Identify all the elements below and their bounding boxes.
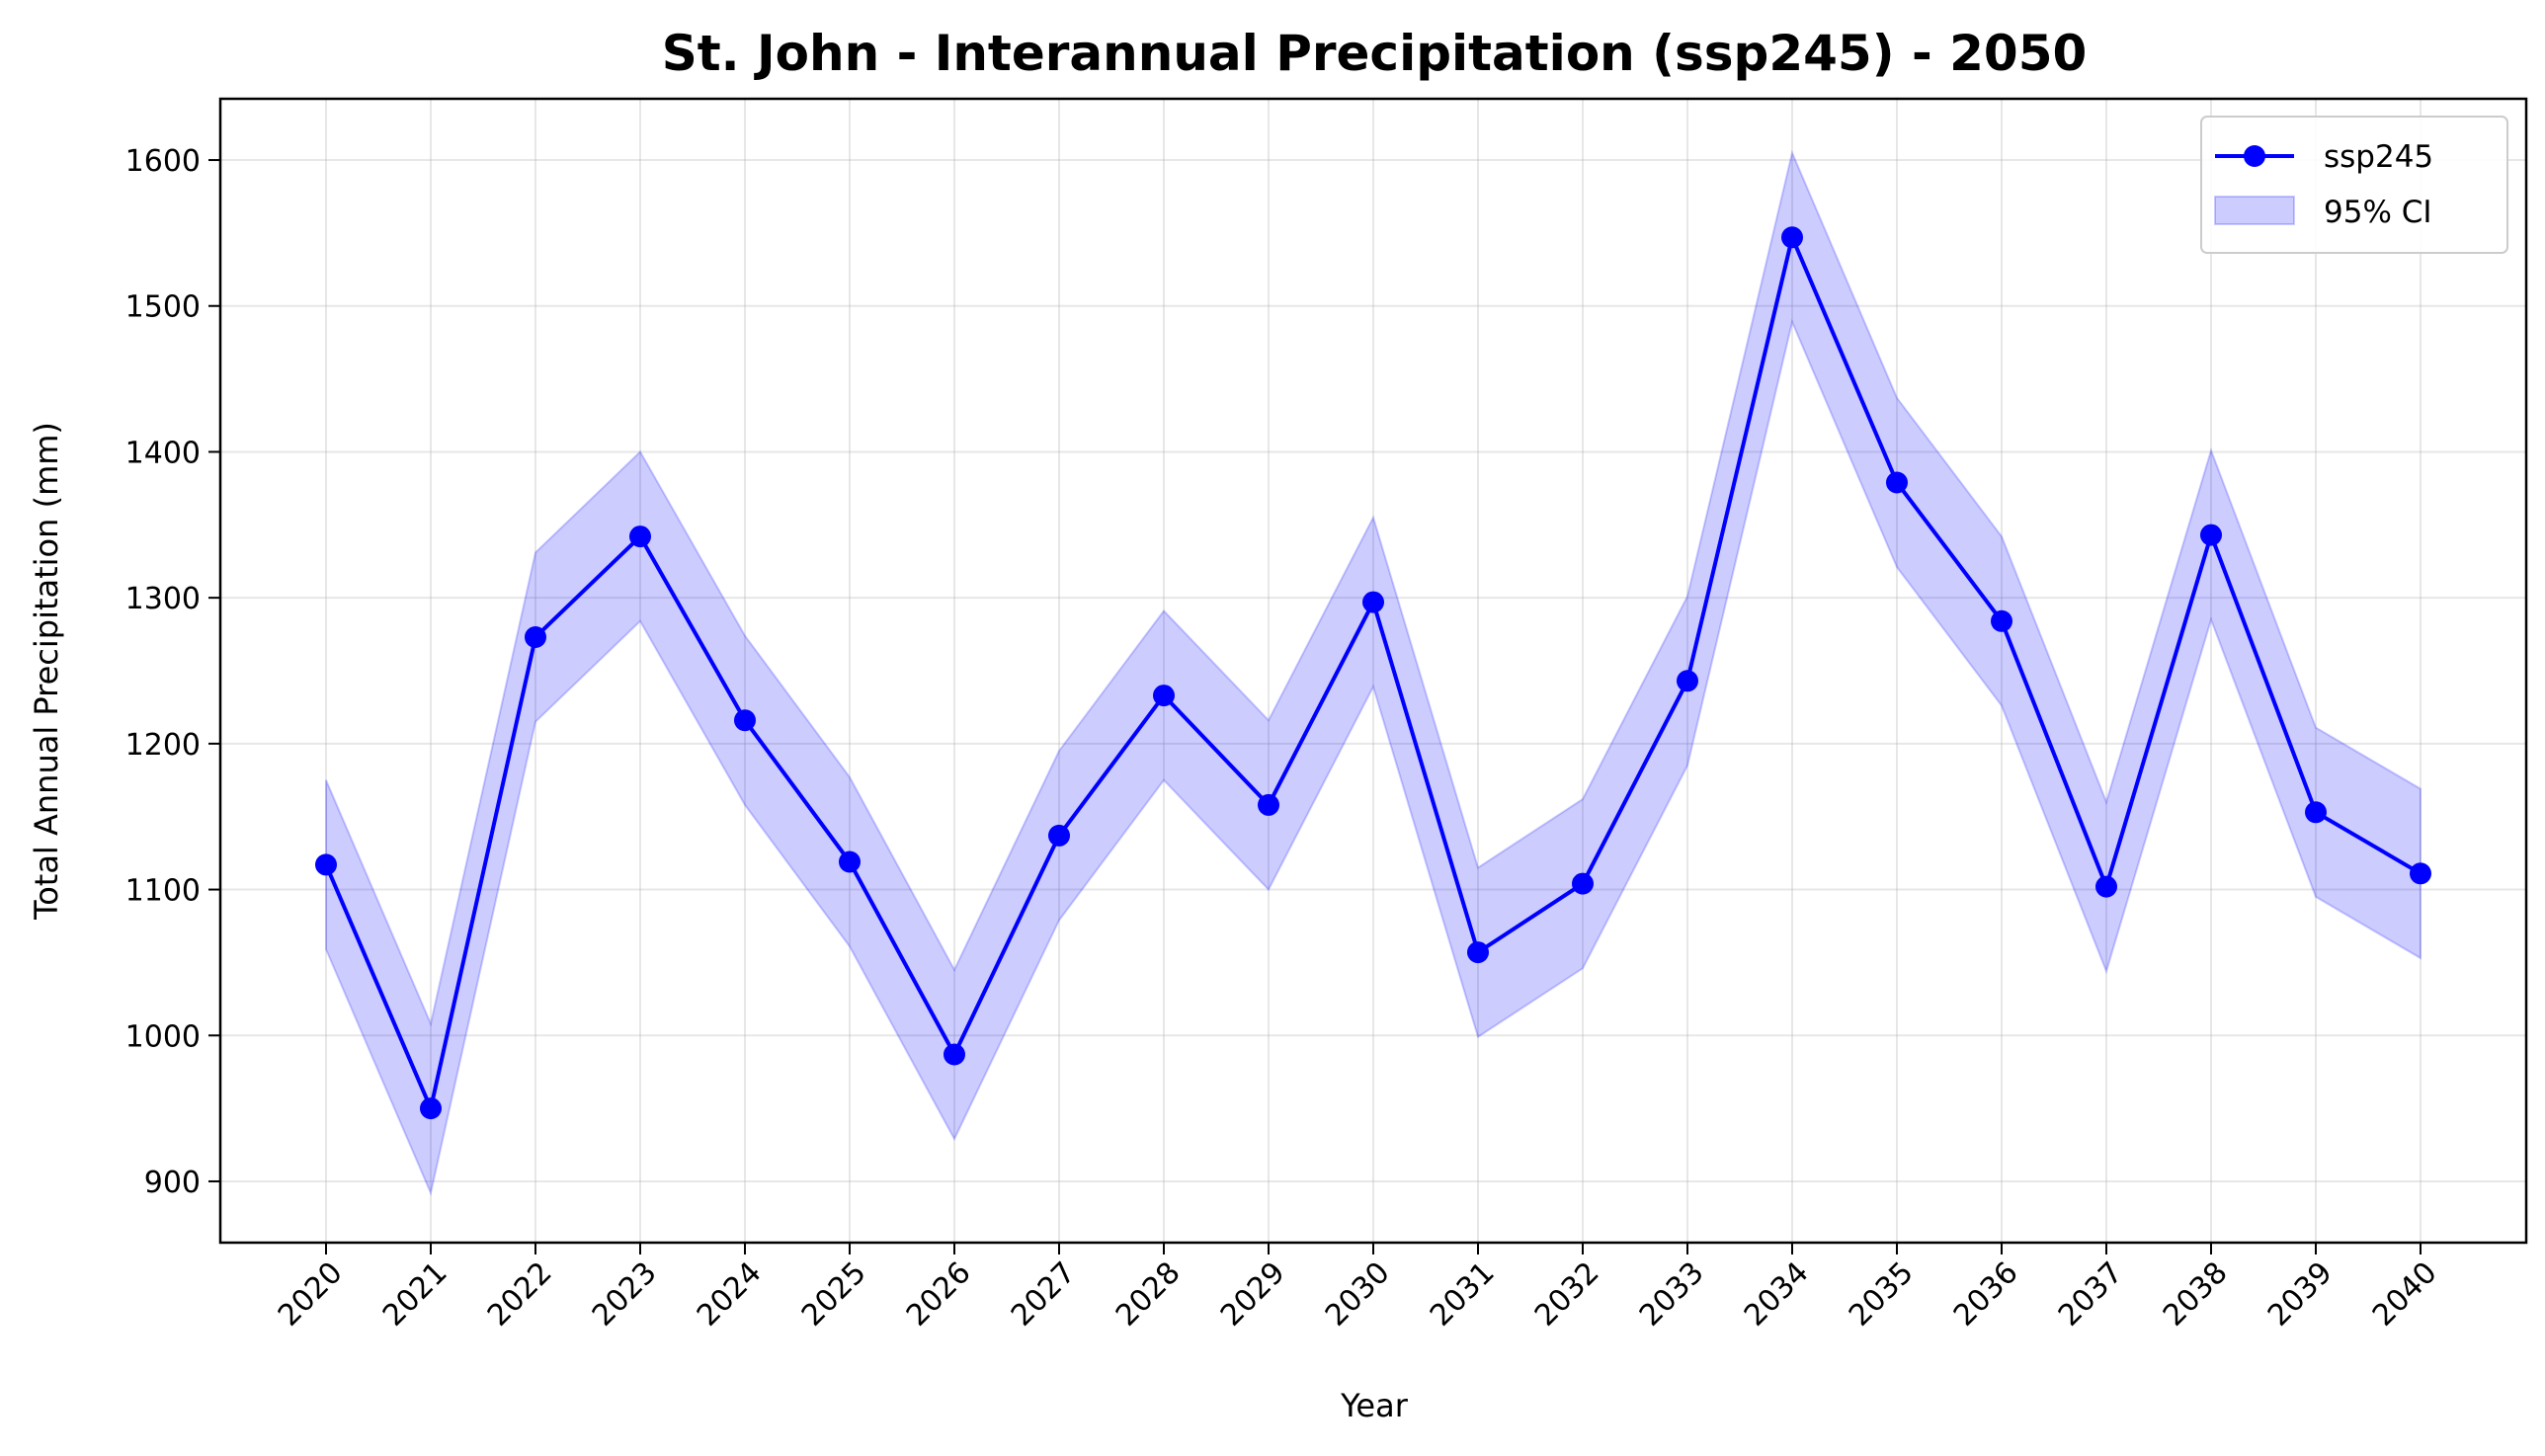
- x-axis-label: Year: [1340, 1387, 1409, 1424]
- data-point: [1362, 591, 1384, 613]
- confidence-band: [325, 149, 2422, 1197]
- chart-title: St. John - Interannual Precipitation (ss…: [662, 25, 2088, 82]
- y-tick-label: 1300: [125, 582, 201, 616]
- y-tick-label: 1000: [125, 1019, 201, 1054]
- legend-box: [2200, 116, 2508, 254]
- y-tick-label: 1400: [125, 436, 201, 470]
- data-point: [1048, 824, 1070, 847]
- legend-label-ci: 95% CI: [2324, 195, 2432, 230]
- legend-marker-swatch: [2244, 145, 2265, 167]
- legend-ci-swatch: [2214, 196, 2295, 225]
- y-tick-label: 1100: [125, 874, 201, 909]
- legend-label-ssp245: ssp245: [2324, 139, 2433, 175]
- data-point: [420, 1097, 442, 1120]
- series-markers: [315, 226, 2431, 1120]
- data-point: [1677, 670, 1698, 692]
- data-point: [629, 526, 651, 548]
- data-point: [1572, 872, 1594, 895]
- y-axis-label: Total Annual Precipitation (mm): [28, 422, 65, 921]
- data-point: [1886, 471, 1908, 494]
- data-point: [1991, 609, 2012, 632]
- data-point: [1258, 793, 1279, 816]
- data-point: [2095, 875, 2117, 898]
- y-tick-label: 900: [144, 1166, 201, 1200]
- y-tick-label: 1500: [125, 290, 201, 325]
- data-point: [315, 853, 337, 876]
- legend: ssp245 95% CI: [2200, 116, 2508, 254]
- data-point: [734, 709, 756, 732]
- data-point: [1467, 941, 1489, 964]
- data-point: [2305, 801, 2327, 824]
- y-tick-label: 1200: [125, 728, 201, 763]
- data-point: [944, 1043, 965, 1066]
- data-point: [1153, 685, 1175, 707]
- y-axis: 900 1000 1100 1200 1300 1400 1500 1600: [125, 144, 220, 1200]
- ci-band: [325, 149, 2422, 1197]
- y-tick-label: 1600: [125, 144, 201, 179]
- data-point: [1781, 226, 1803, 249]
- data-point: [2410, 862, 2431, 885]
- data-point: [525, 626, 546, 648]
- data-point: [2200, 524, 2222, 546]
- data-point: [839, 850, 861, 873]
